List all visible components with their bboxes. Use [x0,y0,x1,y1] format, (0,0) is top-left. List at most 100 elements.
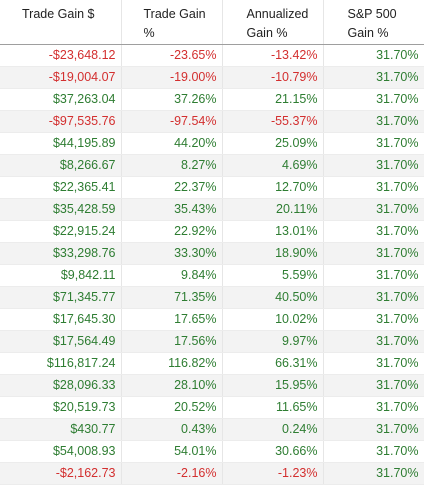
cell-sp500-gain-pct: 31.70% [323,110,424,133]
table-row: $37,263.04 37.26% 21.15% 31.70% [0,88,424,111]
cell-sp500-gain-pct: 31.70% [323,88,424,111]
cell-trade-gain-pct: 9.84% [121,264,223,287]
table-header: Trade Gain $ Trade Gain % Annualized Gai… [0,0,424,45]
cell-trade-gain-dollar: -$19,004.07 [0,66,122,89]
header-label-line1: Annualized [246,7,309,21]
cell-trade-gain-dollar: $37,263.04 [0,88,122,111]
header-label: Trade Gain % [143,7,206,40]
cell-annualized-gain-pct: 25.09% [222,132,324,155]
table-body: -$23,648.12 -23.65% -13.42% 31.70% -$19,004.… [0,44,424,485]
cell-trade-gain-dollar: $54,008.93 [0,440,122,463]
cell-trade-gain-pct: 22.92% [121,220,223,243]
cell-trade-gain-pct: 44.20% [121,132,223,155]
cell-trade-gain-dollar: $22,915.24 [0,220,122,243]
cell-sp500-gain-pct: 31.70% [323,440,424,463]
cell-annualized-gain-pct: 66.31% [222,352,324,375]
cell-annualized-gain-pct: 30.66% [222,440,324,463]
cell-trade-gain-pct: 8.27% [121,154,223,177]
cell-sp500-gain-pct: 31.70% [323,396,424,419]
header-trade-gain-pct[interactable]: Trade Gain % [121,0,223,45]
cell-trade-gain-dollar: $8,266.67 [0,154,122,177]
cell-annualized-gain-pct: -1.23% [222,462,324,485]
cell-trade-gain-pct: 37.26% [121,88,223,111]
cell-annualized-gain-pct: 21.15% [222,88,324,111]
cell-trade-gain-dollar: -$2,162.73 [0,462,122,485]
cell-sp500-gain-pct: 31.70% [323,308,424,331]
cell-annualized-gain-pct: 20.11% [222,198,324,221]
header-annualized-gain-pct[interactable]: Annualized Gain % [222,0,324,45]
cell-trade-gain-pct: -2.16% [121,462,223,485]
cell-sp500-gain-pct: 31.70% [323,132,424,155]
cell-sp500-gain-pct: 31.70% [323,66,424,89]
cell-trade-gain-dollar: $71,345.77 [0,286,122,309]
table-row: -$19,004.07 -19.00% -10.79% 31.70% [0,66,424,89]
cell-trade-gain-dollar: $17,645.30 [0,308,122,331]
table-row: $35,428.59 35.43% 20.11% 31.70% [0,198,424,221]
cell-trade-gain-dollar: $44,195.89 [0,132,122,155]
table-row: $22,915.24 22.92% 13.01% 31.70% [0,220,424,243]
table-row: $17,645.30 17.65% 10.02% 31.70% [0,308,424,331]
cell-sp500-gain-pct: 31.70% [323,352,424,375]
cell-trade-gain-dollar: $35,428.59 [0,198,122,221]
table-row: $54,008.93 54.01% 30.66% 31.70% [0,440,424,463]
table-row: -$23,648.12 -23.65% -13.42% 31.70% [0,44,424,67]
cell-annualized-gain-pct: 40.50% [222,286,324,309]
header-label-line1: S&P 500 [347,7,397,21]
cell-annualized-gain-pct: 12.70% [222,176,324,199]
cell-sp500-gain-pct: 31.70% [323,330,424,353]
cell-trade-gain-pct: -97.54% [121,110,223,133]
cell-annualized-gain-pct: 10.02% [222,308,324,331]
cell-annualized-gain-pct: 18.90% [222,242,324,265]
cell-trade-gain-dollar: $20,519.73 [0,396,122,419]
cell-annualized-gain-pct: 5.59% [222,264,324,287]
cell-trade-gain-pct: 0.43% [121,418,223,441]
cell-annualized-gain-pct: -10.79% [222,66,324,89]
table-row: $9,842.11 9.84% 5.59% 31.70% [0,264,424,287]
header-trade-gain-dollar[interactable]: Trade Gain $ [0,0,122,45]
table-row: $22,365.41 22.37% 12.70% 31.70% [0,176,424,199]
cell-sp500-gain-pct: 31.70% [323,44,424,67]
cell-annualized-gain-pct: 0.24% [222,418,324,441]
cell-sp500-gain-pct: 31.70% [323,462,424,485]
cell-sp500-gain-pct: 31.70% [323,418,424,441]
cell-trade-gain-dollar: $17,564.49 [0,330,122,353]
cell-trade-gain-pct: 35.43% [121,198,223,221]
table-row: $33,298.76 33.30% 18.90% 31.70% [0,242,424,265]
table-row: $44,195.89 44.20% 25.09% 31.70% [0,132,424,155]
table-row: $71,345.77 71.35% 40.50% 31.70% [0,286,424,309]
header-label-line2: Gain % [246,26,288,40]
header-label: Trade Gain $ [22,7,95,21]
header-sp500-gain-pct[interactable]: S&P 500 Gain % [323,0,424,45]
cell-trade-gain-pct: -19.00% [121,66,223,89]
cell-trade-gain-pct: 71.35% [121,286,223,309]
cell-annualized-gain-pct: -55.37% [222,110,324,133]
cell-sp500-gain-pct: 31.70% [323,220,424,243]
cell-sp500-gain-pct: 31.70% [323,286,424,309]
cell-trade-gain-dollar: -$97,535.76 [0,110,122,133]
cell-trade-gain-pct: 28.10% [121,374,223,397]
cell-sp500-gain-pct: 31.70% [323,374,424,397]
cell-trade-gain-dollar: $430.77 [0,418,122,441]
cell-annualized-gain-pct: 11.65% [222,396,324,419]
cell-trade-gain-dollar: $9,842.11 [0,264,122,287]
cell-trade-gain-pct: 20.52% [121,396,223,419]
cell-trade-gain-dollar: $116,817.24 [0,352,122,375]
cell-trade-gain-pct: 22.37% [121,176,223,199]
table-row: -$2,162.73 -2.16% -1.23% 31.70% [0,462,424,485]
header-label-line2: Gain % [347,26,389,40]
table-row: -$97,535.76 -97.54% -55.37% 31.70% [0,110,424,133]
cell-annualized-gain-pct: -13.42% [222,44,324,67]
table-row: $116,817.24 116.82% 66.31% 31.70% [0,352,424,375]
table-row: $28,096.33 28.10% 15.95% 31.70% [0,374,424,397]
cell-annualized-gain-pct: 9.97% [222,330,324,353]
cell-sp500-gain-pct: 31.70% [323,176,424,199]
cell-trade-gain-pct: 54.01% [121,440,223,463]
cell-sp500-gain-pct: 31.70% [323,242,424,265]
table-row: $430.77 0.43% 0.24% 31.70% [0,418,424,441]
cell-trade-gain-pct: 17.65% [121,308,223,331]
cell-sp500-gain-pct: 31.70% [323,154,424,177]
table-row: $20,519.73 20.52% 11.65% 31.70% [0,396,424,419]
cell-trade-gain-dollar: $33,298.76 [0,242,122,265]
cell-annualized-gain-pct: 4.69% [222,154,324,177]
